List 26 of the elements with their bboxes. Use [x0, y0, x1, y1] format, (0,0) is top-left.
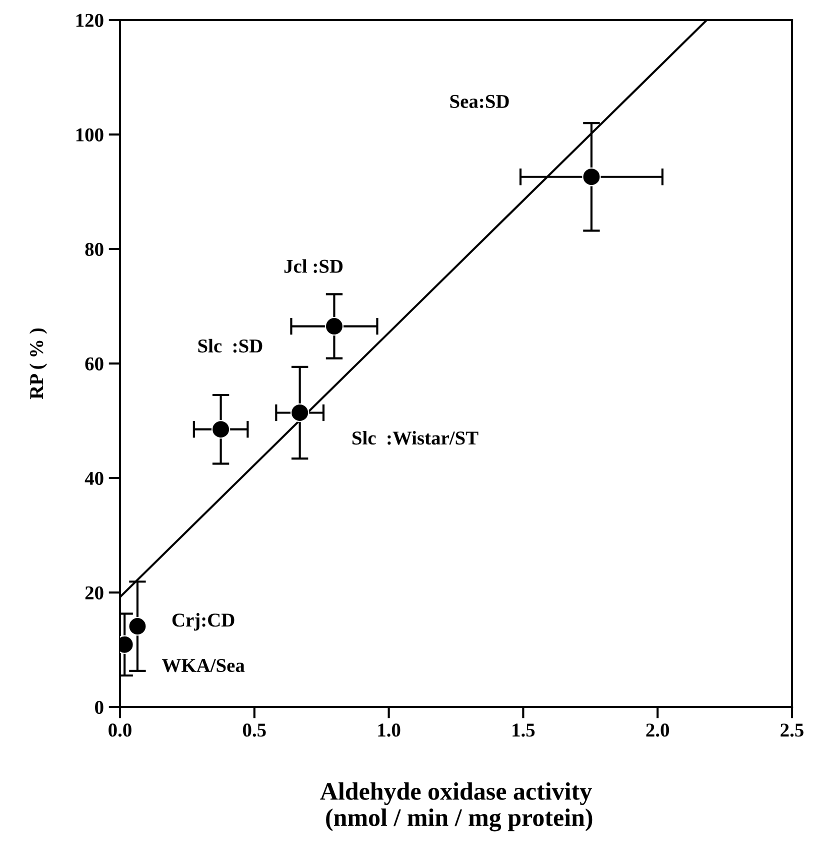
annotation: Sea:SD	[450, 94, 509, 108]
annotation: WKA/Sea	[162, 658, 245, 672]
annotation: Jcl :SD	[284, 259, 343, 273]
annotation: Slc :Wistar/ST	[352, 430, 478, 445]
point	[582, 168, 601, 186]
x-tick-label: 1.5	[512, 724, 535, 737]
y-tick-label: 40	[84, 472, 104, 485]
point	[290, 403, 310, 422]
y-tick-label: 80	[85, 242, 104, 256]
x-tick-label: 1.0	[378, 724, 400, 737]
annotation: Slc :SD	[198, 338, 262, 353]
y-tick-label: 20	[85, 586, 104, 600]
x-axis-title: Aldehyde oxidase activity (nmol / min / mg protein)	[320, 782, 592, 832]
x-tick-label: 0.5	[242, 724, 266, 737]
y-axis-title: RP ( % )	[29, 328, 48, 400]
x-tick-label: 0.0	[108, 724, 132, 737]
point	[324, 316, 344, 336]
y-tick-label: 100	[76, 128, 104, 142]
x-tick-label: 2.5	[780, 724, 804, 737]
point	[211, 420, 230, 439]
point	[128, 616, 147, 636]
annotation: Crj:CD	[172, 612, 234, 631]
x-tick-label: 2.0	[646, 724, 670, 737]
y-tick-label: 0	[95, 700, 104, 714]
y-tick-label: 60	[85, 357, 104, 370]
y-tick-label: 120	[76, 14, 104, 27]
